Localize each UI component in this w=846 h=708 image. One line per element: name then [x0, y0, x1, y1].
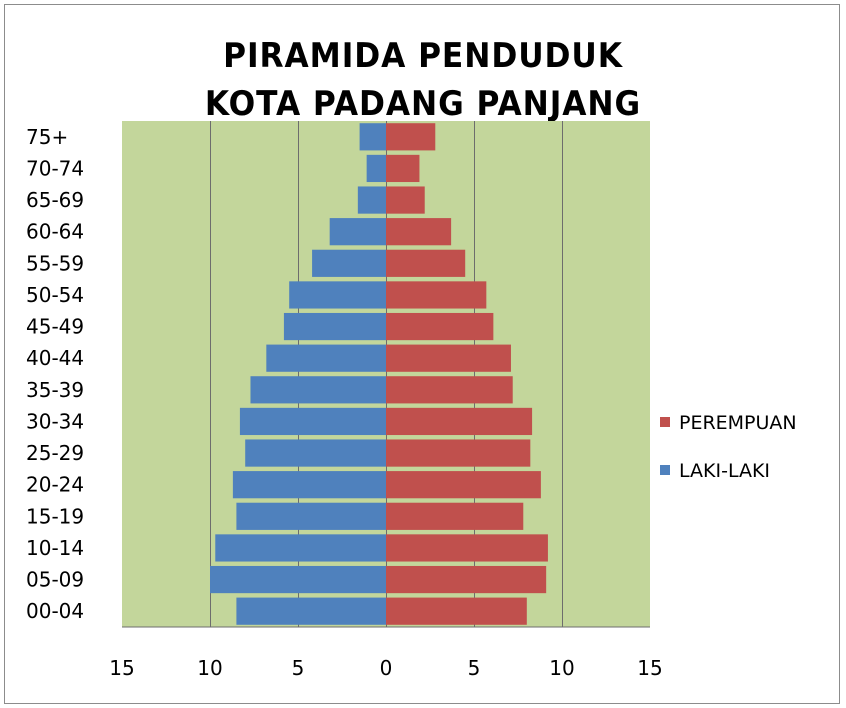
- category-label: 20-24: [26, 473, 84, 497]
- category-label: 50-54: [26, 283, 84, 307]
- legend: PEREMPUAN LAKI-LAKI: [660, 412, 797, 482]
- bars: [210, 123, 548, 625]
- bar-perempuan-00-04: [386, 597, 527, 625]
- category-label: 00-04: [26, 599, 84, 623]
- category-label: 25-29: [26, 441, 84, 465]
- bar-laki-laki-70-74: [366, 154, 386, 183]
- bar-perempuan-10-14: [386, 534, 548, 562]
- bar-perempuan-05-09: [386, 565, 547, 594]
- category-label: 05-09: [26, 568, 84, 592]
- bar-laki-laki-10-14: [215, 534, 386, 562]
- category-axis-labels: 00-04 05-09 10-14 15-19 20-24 25-29 30-34 35-39…: [26, 125, 84, 623]
- category-label: 65-69: [26, 188, 84, 212]
- chart-title: PIRAMIDA PENDUDUK KOTA PADANG PANJANG: [34, 32, 812, 128]
- category-label: 30-34: [26, 409, 84, 433]
- bar-laki-laki-05-09: [210, 565, 386, 594]
- chart-title-line-1: PIRAMIDA PENDUDUK: [223, 36, 623, 76]
- chart-title-line-2: KOTA PADANG PANJANG: [204, 84, 642, 124]
- bar-perempuan-75+: [386, 123, 436, 151]
- bar-perempuan-25-29: [386, 439, 531, 467]
- x-tick-label: 0: [380, 656, 393, 680]
- bar-laki-laki-30-34: [239, 407, 386, 436]
- value-axis-labels: 15 10 5 0 5 10 15: [109, 656, 662, 680]
- legend-swatch-laki-laki: [660, 465, 670, 475]
- x-tick-label: 5: [468, 656, 481, 680]
- bar-laki-laki-60-64: [329, 218, 386, 246]
- bar-laki-laki-50-54: [289, 281, 386, 309]
- bar-laki-laki-75+: [359, 123, 386, 151]
- bar-laki-laki-15-19: [236, 502, 386, 530]
- bar-perempuan-20-24: [386, 471, 541, 499]
- category-label: 45-49: [26, 315, 84, 339]
- bar-laki-laki-65-69: [357, 186, 386, 214]
- legend-label-laki-laki: LAKI-LAKI: [679, 460, 770, 482]
- x-tick-label: 10: [197, 656, 222, 680]
- bar-perempuan-40-44: [386, 344, 511, 372]
- bar-laki-laki-55-59: [312, 249, 386, 277]
- bar-perempuan-55-59: [386, 249, 466, 277]
- bar-perempuan-45-49: [386, 312, 494, 341]
- bar-laki-laki-35-39: [250, 376, 386, 404]
- category-label: 10-14: [26, 536, 84, 560]
- bar-perempuan-65-69: [386, 186, 425, 214]
- bar-perempuan-50-54: [386, 281, 487, 309]
- x-tick-label: 15: [637, 656, 662, 680]
- bar-perempuan-30-34: [386, 407, 533, 436]
- category-label: 75+: [26, 125, 68, 149]
- bar-perempuan-60-64: [386, 218, 452, 246]
- category-label: 15-19: [26, 504, 84, 528]
- bar-perempuan-15-19: [386, 502, 524, 530]
- category-label: 70-74: [26, 156, 84, 180]
- legend-swatch-perempuan: [660, 417, 670, 427]
- bar-perempuan-35-39: [386, 376, 513, 404]
- bar-perempuan-70-74: [386, 154, 420, 183]
- x-tick-label: 5: [292, 656, 305, 680]
- category-label: 55-59: [26, 251, 84, 275]
- category-label: 35-39: [26, 378, 84, 402]
- x-tick-label: 10: [549, 656, 574, 680]
- bar-laki-laki-40-44: [266, 344, 386, 372]
- bar-laki-laki-45-49: [283, 312, 386, 341]
- bar-laki-laki-20-24: [232, 471, 386, 499]
- category-label: 40-44: [26, 346, 84, 370]
- legend-label-perempuan: PEREMPUAN: [679, 412, 797, 434]
- x-tick-label: 15: [109, 656, 134, 680]
- bar-laki-laki-25-29: [245, 439, 386, 467]
- bar-laki-laki-00-04: [236, 597, 386, 625]
- category-label: 60-64: [26, 220, 84, 244]
